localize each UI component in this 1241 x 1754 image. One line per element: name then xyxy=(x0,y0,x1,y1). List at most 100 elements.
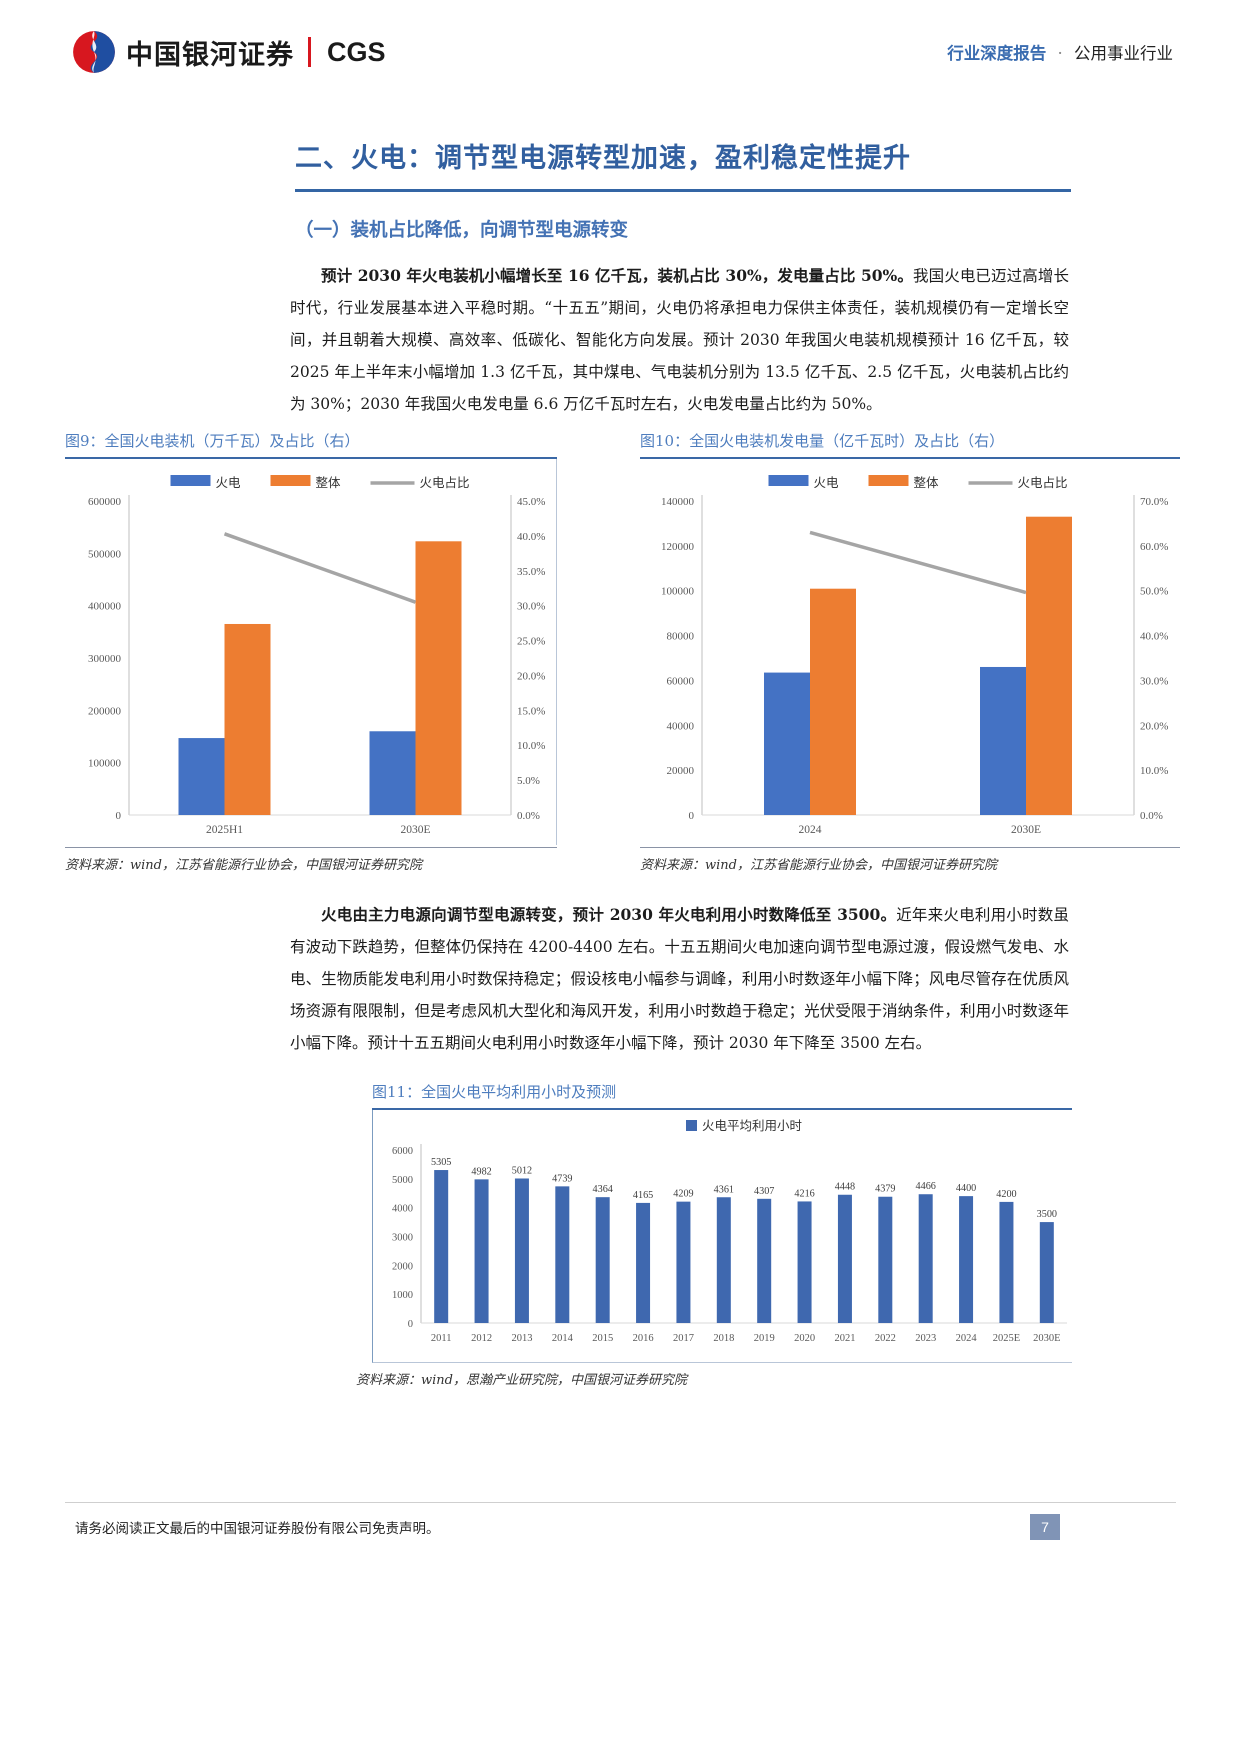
logo-text-cn: 中国银河证券 xyxy=(126,39,294,70)
svg-text:20000: 20000 xyxy=(667,765,695,777)
svg-text:2019: 2019 xyxy=(754,1333,775,1344)
svg-text:2018: 2018 xyxy=(713,1333,734,1344)
svg-text:2024: 2024 xyxy=(956,1333,978,1344)
svg-text:4000: 4000 xyxy=(392,1204,413,1215)
svg-text:4400: 4400 xyxy=(956,1183,976,1194)
svg-text:2022: 2022 xyxy=(875,1333,896,1344)
svg-text:4739: 4739 xyxy=(552,1173,572,1184)
svg-text:5012: 5012 xyxy=(512,1165,532,1176)
svg-text:5305: 5305 xyxy=(431,1157,451,1168)
svg-text:30.0%: 30.0% xyxy=(517,601,545,613)
svg-text:120000: 120000 xyxy=(661,541,695,553)
galaxy-logo-icon xyxy=(73,31,115,73)
svg-text:2012: 2012 xyxy=(471,1333,492,1344)
svg-text:80000: 80000 xyxy=(667,631,695,643)
svg-text:4448: 4448 xyxy=(835,1182,855,1193)
svg-text:70.0%: 70.0% xyxy=(1140,496,1168,508)
svg-text:火电: 火电 xyxy=(216,476,242,490)
svg-text:3000: 3000 xyxy=(392,1233,413,1244)
figure-11-caption: 图11：全国火电平均利用小时及预测 xyxy=(372,1081,1072,1110)
svg-text:2000: 2000 xyxy=(392,1261,413,1272)
paragraph-2: 火电由主力电源向调节型电源转变，预计 2030 年火电利用小时数降低至 3500… xyxy=(290,899,1069,1059)
section-subtitle: （一）装机占比降低，向调节型电源转变 xyxy=(295,220,629,241)
svg-text:火电: 火电 xyxy=(814,476,840,490)
svg-text:4982: 4982 xyxy=(471,1166,491,1177)
figure-11-chart: 0 1000 2000 3000 4000 5000 6000 5305 2011 4982 201… xyxy=(372,1110,1072,1363)
svg-text:60000: 60000 xyxy=(667,675,695,687)
svg-text:30.0%: 30.0% xyxy=(1140,675,1168,687)
svg-text:2025E: 2025E xyxy=(993,1333,1020,1344)
svg-text:40.0%: 40.0% xyxy=(1140,631,1168,643)
title-rule xyxy=(295,189,1071,192)
svg-text:2015: 2015 xyxy=(592,1333,613,1344)
company-logo: 中国银河证券 CGS xyxy=(72,30,386,74)
svg-text:2020: 2020 xyxy=(794,1333,815,1344)
report-type-label: 行业深度报告 · 公用事业行业 xyxy=(947,40,1173,64)
header-separator: · xyxy=(1057,44,1063,63)
svg-text:15.0%: 15.0% xyxy=(517,705,545,717)
svg-text:40000: 40000 xyxy=(667,720,695,732)
svg-text:10.0%: 10.0% xyxy=(517,740,545,752)
page-footer: 请务必阅读正文最后的中国银河证券股份有限公司免责声明。 7 xyxy=(65,1502,1176,1540)
figure-row: 图9：全国火电装机（万千瓦）及占比（右） 0 100000 200000 300000… xyxy=(65,430,1180,873)
svg-text:600000: 600000 xyxy=(88,496,122,508)
svg-text:整体: 整体 xyxy=(914,475,940,490)
svg-text:50.0%: 50.0% xyxy=(1140,586,1168,598)
svg-text:20.0%: 20.0% xyxy=(517,670,545,682)
svg-text:6000: 6000 xyxy=(392,1146,413,1157)
figure-10-caption: 图10：全国火电装机发电量（亿千瓦时）及占比（右） xyxy=(640,430,1180,459)
paragraph-1-lead: 预计 2030 年火电装机小幅增长至 16 亿千瓦，装机占比 30%，发电量占比… xyxy=(321,266,913,285)
svg-text:10.0%: 10.0% xyxy=(1140,765,1168,777)
svg-text:2024: 2024 xyxy=(799,824,822,836)
svg-text:45.0%: 45.0% xyxy=(517,496,545,508)
figure-11-source: 资料来源：wind，思瀚产业研究院，中国银河证券研究院 xyxy=(356,1373,687,1388)
svg-text:0.0%: 0.0% xyxy=(1140,810,1163,822)
figure-9: 图9：全国火电装机（万千瓦）及占比（右） 0 100000 200000 300000… xyxy=(65,430,557,873)
paragraph-1-rest: 我国火电已迈过高增长时代，行业发展基本进入平稳时期。“十五五”期间，火电仍将承担… xyxy=(290,267,1069,413)
svg-text:1000: 1000 xyxy=(392,1290,413,1301)
svg-text:火电占比: 火电占比 xyxy=(420,475,470,490)
svg-text:4364: 4364 xyxy=(593,1184,613,1195)
svg-text:40.0%: 40.0% xyxy=(517,531,545,543)
figure-10: 图10：全国火电装机发电量（亿千瓦时）及占比（右） 0 20000 40000 600… xyxy=(640,430,1180,873)
svg-text:2016: 2016 xyxy=(633,1333,654,1344)
svg-text:400000: 400000 xyxy=(88,601,122,613)
svg-text:5.0%: 5.0% xyxy=(517,775,540,787)
doc-type: 行业深度报告 xyxy=(947,44,1047,63)
svg-text:3500: 3500 xyxy=(1037,1209,1057,1220)
svg-text:500000: 500000 xyxy=(88,548,122,560)
figure-10-source: 资料来源：wind，江苏省能源行业协会，中国银河证券研究院 xyxy=(640,847,1180,873)
svg-text:2011: 2011 xyxy=(431,1333,452,1344)
svg-text:2030E: 2030E xyxy=(1033,1333,1060,1344)
svg-text:2025H1: 2025H1 xyxy=(206,824,243,836)
svg-text:4307: 4307 xyxy=(754,1186,774,1197)
paragraph-2-rest: 近年来火电利用小时数虽有波动下跌趋势，但整体仍保持在 4200-4400 左右。… xyxy=(290,906,1069,1052)
page-header: 中国银河证券 CGS 行业深度报告 · 公用事业行业 xyxy=(0,0,1241,74)
svg-text:35.0%: 35.0% xyxy=(517,566,545,578)
svg-text:4200: 4200 xyxy=(996,1189,1016,1200)
generation-chart: 0 20000 40000 60000 80000 100000 120000 140000 0… xyxy=(661,475,1168,836)
figure-9-source: 资料来源：wind，江苏省能源行业协会，中国银河证券研究院 xyxy=(65,847,557,873)
svg-text:2017: 2017 xyxy=(673,1333,694,1344)
svg-text:2030E: 2030E xyxy=(400,824,430,836)
figure-11: 图11：全国火电平均利用小时及预测 0 1000 2000 3000 4000 5000 6… xyxy=(372,1081,1072,1363)
page-number-badge: 7 xyxy=(1030,1514,1060,1540)
svg-text:4165: 4165 xyxy=(633,1190,653,1201)
svg-text:5000: 5000 xyxy=(392,1175,413,1186)
svg-text:火电占比: 火电占比 xyxy=(1018,475,1068,490)
svg-text:2021: 2021 xyxy=(834,1333,855,1344)
figure-10-chart: 0 20000 40000 60000 80000 100000 120000 140000 0… xyxy=(640,459,1180,845)
section-title: 二、火电：调节型电源转型加速，盈利稳定性提升 xyxy=(295,143,911,174)
svg-text:300000: 300000 xyxy=(88,653,122,665)
svg-text:100000: 100000 xyxy=(661,586,695,598)
paragraph-2-lead: 火电由主力电源向调节型电源转变，预计 2030 年火电利用小时数降低至 3500… xyxy=(321,905,897,924)
svg-text:0.0%: 0.0% xyxy=(517,810,540,822)
figure-9-chart: 0 100000 200000 300000 400000 500000 600000 0.0… xyxy=(65,459,557,845)
svg-text:2030E: 2030E xyxy=(1011,824,1041,836)
svg-text:4466: 4466 xyxy=(916,1181,936,1192)
industry-name: 公用事业行业 xyxy=(1074,44,1173,63)
svg-text:60.0%: 60.0% xyxy=(1140,541,1168,553)
installed-capacity-chart: 0 100000 200000 300000 400000 500000 600000 0.0… xyxy=(88,475,545,836)
svg-text:2013: 2013 xyxy=(511,1333,532,1344)
